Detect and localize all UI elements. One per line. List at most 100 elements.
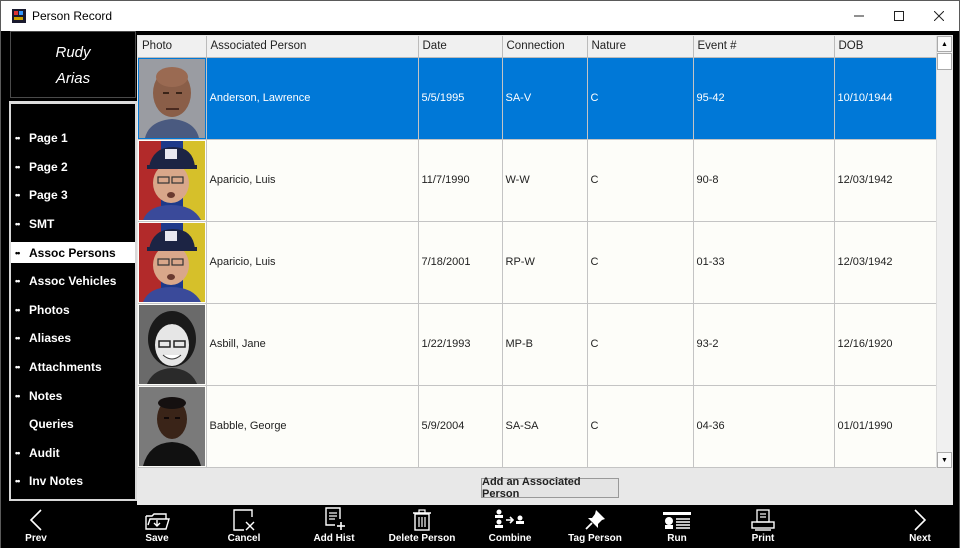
sidebar-item-smt[interactable]: •• SMT — [15, 217, 55, 232]
cell-event: 04-36 — [693, 385, 835, 468]
sidebar-item-queries[interactable]: Queries — [29, 417, 74, 432]
combine-button[interactable]: Combine — [485, 505, 535, 548]
chevron-left-icon — [29, 505, 43, 531]
prev-button[interactable]: Prev — [21, 505, 51, 548]
column-header-photo[interactable]: Photo — [138, 36, 207, 58]
grid-scrollbar[interactable]: ▲ ▼ — [936, 36, 952, 468]
table-row[interactable]: Asbill, Jane 1/22/1993 MP-B C 93-2 12/16… — [138, 303, 936, 386]
column-header-nature[interactable]: Nature — [587, 36, 694, 58]
table-row[interactable]: Anderson, Lawrence 5/5/1995 SA-V C 95-42… — [138, 57, 936, 140]
column-header-date[interactable]: Date — [418, 36, 503, 58]
column-header-connection[interactable]: Connection — [502, 36, 588, 58]
tag-person-button[interactable]: Tag Person — [567, 505, 623, 548]
photo-babble[interactable] — [139, 386, 205, 466]
cell-dob: 01/01/1990 — [834, 385, 936, 468]
cell-dob: 10/10/1944 — [834, 57, 936, 140]
dots-icon: •• — [15, 447, 20, 458]
cell-dob: 12/03/1942 — [834, 221, 936, 304]
photo-anderson[interactable] — [139, 58, 205, 138]
close-button[interactable] — [919, 1, 959, 31]
app-icon — [12, 9, 26, 23]
dots-icon: •• — [15, 247, 20, 258]
table-row[interactable]: Aparicio, Luis 11/7/1990 W-W C 90-8 12/0… — [138, 139, 936, 222]
close-icon — [934, 11, 944, 21]
maximize-button[interactable] — [879, 1, 919, 31]
cell-date: 7/18/2001 — [418, 221, 503, 304]
add-associated-person-button[interactable]: Add an Associated Person — [481, 476, 619, 500]
sidebar-nav: •• Page 1 •• Page 2 •• Page 3 •• SMT •• Assoc… — [9, 101, 137, 501]
cell-date: 1/22/1993 — [418, 303, 503, 386]
run-button[interactable]: Run — [659, 505, 695, 548]
body-area: Rudy Arias •• Page 1 •• Page 2 •• Page 3 ••… — [1, 31, 959, 548]
cell-associated-person: Anderson, Lawrence — [206, 57, 419, 140]
cell-connection: W-W — [502, 139, 588, 222]
sidebar-item-aliases[interactable]: •• Aliases — [15, 331, 72, 346]
table-row[interactable]: Aparicio, Luis 7/18/2001 RP-W C 01-33 12… — [138, 221, 936, 304]
dots-icon: •• — [15, 276, 20, 287]
column-header-event[interactable]: Event # — [693, 36, 835, 58]
cell-nature: C — [587, 57, 694, 140]
dots-icon: •• — [15, 362, 20, 373]
sidebar-item-notes[interactable]: •• Notes — [15, 388, 63, 403]
save-button[interactable]: Save — [139, 505, 175, 548]
sidebar-item-page-1[interactable]: •• Page 1 — [15, 131, 68, 146]
cell-event: 90-8 — [693, 139, 835, 222]
photo-aparicio[interactable] — [139, 222, 205, 302]
cell-nature: C — [587, 221, 694, 304]
dots-icon: •• — [15, 333, 20, 344]
cell-connection: MP-B — [502, 303, 588, 386]
dots-icon: •• — [15, 304, 20, 315]
dots-icon: •• — [15, 133, 20, 144]
print-button[interactable]: Print — [745, 505, 781, 548]
photo-asbill[interactable] — [139, 304, 205, 384]
sidebar-item-page-3[interactable]: •• Page 3 — [15, 188, 68, 203]
add-hist-button[interactable]: Add Hist — [309, 505, 359, 548]
cell-connection: SA-SA — [502, 385, 588, 468]
dots-icon: •• — [15, 190, 20, 201]
delete-person-button[interactable]: Delete Person — [385, 505, 459, 548]
column-header-dob[interactable]: DOB — [834, 36, 936, 58]
cell-associated-person: Aparicio, Luis — [206, 221, 419, 304]
sidebar-item-attachments[interactable]: •• Attachments — [15, 360, 102, 375]
cell-event: 01-33 — [693, 221, 835, 304]
column-header-associated-person[interactable]: Associated Person — [206, 36, 419, 58]
cell-connection: SA-V — [502, 57, 588, 140]
cell-nature: C — [587, 139, 694, 222]
cell-dob: 12/16/1920 — [834, 303, 936, 386]
scroll-up-button[interactable]: ▲ — [937, 36, 952, 52]
scroll-thumb[interactable] — [937, 53, 952, 70]
cancel-button[interactable]: Cancel — [225, 505, 263, 548]
sidebar-item-photos[interactable]: •• Photos — [15, 302, 70, 317]
cell-associated-person: Asbill, Jane — [206, 303, 419, 386]
dots-icon: •• — [15, 219, 20, 230]
cell-associated-person: Babble, George — [206, 385, 419, 468]
pushpin-icon — [584, 505, 606, 531]
photo-aparicio[interactable] — [139, 140, 205, 220]
sidebar-item-audit[interactable]: •• Audit — [15, 445, 60, 460]
main-panel: Photo Associated Person Date Connection … — [137, 35, 953, 505]
sidebar-item-assoc-persons[interactable]: •• Assoc Persons — [11, 242, 135, 264]
scroll-down-button[interactable]: ▼ — [937, 452, 952, 468]
minimize-icon — [854, 15, 864, 17]
id-card-icon — [662, 505, 692, 531]
dots-icon: •• — [15, 161, 20, 172]
sidebar-item-assoc-vehicles[interactable]: •• Assoc Vehicles — [15, 274, 117, 289]
combine-persons-icon — [494, 505, 526, 531]
printer-icon — [751, 505, 775, 531]
person-last-name: Arias — [55, 70, 91, 87]
cell-nature: C — [587, 303, 694, 386]
minimize-button[interactable] — [839, 1, 879, 31]
associated-persons-grid: Photo Associated Person Date Connection … — [138, 36, 936, 468]
cell-event: 93-2 — [693, 303, 835, 386]
cell-connection: RP-W — [502, 221, 588, 304]
arrow-down-icon: ▼ — [941, 456, 948, 464]
arrow-up-icon: ▲ — [941, 40, 948, 48]
window-controls — [839, 1, 959, 31]
table-row[interactable]: Babble, George 5/9/2004 SA-SA C 04-36 01… — [138, 385, 936, 468]
sidebar-item-page-2[interactable]: •• Page 2 — [15, 159, 68, 174]
sidebar-item-inv-notes[interactable]: •• Inv Notes — [15, 474, 84, 489]
bottom-toolbar: Prev Save Cancel Add Hist Delete Person … — [1, 505, 959, 548]
next-button[interactable]: Next — [905, 505, 935, 548]
cell-event: 95-42 — [693, 57, 835, 140]
